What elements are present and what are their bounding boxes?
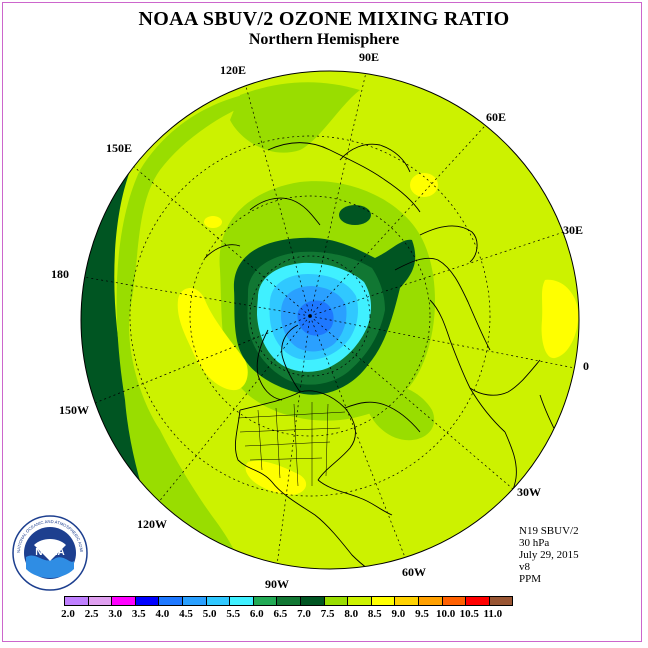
- colorbar-tick-label: 7.0: [297, 608, 311, 620]
- colorbar-tick-label: 10.0: [435, 608, 456, 620]
- lon-label-60w: 60W: [402, 565, 426, 579]
- lon-label-150e: 150E: [106, 141, 133, 155]
- colorbar-cell: [87, 596, 113, 606]
- contour-7-0-blob: [339, 205, 371, 225]
- colorbar-tick-label: 9.5: [415, 608, 429, 620]
- contour-7-5-atlantic: [365, 383, 435, 441]
- graticule: [81, 71, 579, 569]
- lon-label-180: 180: [51, 267, 69, 281]
- lon-label-30w: 30W: [517, 485, 541, 499]
- political-boundaries: [237, 402, 346, 487]
- logo-text: NOAA: [35, 547, 64, 558]
- colorbar-tick-label: 8.5: [367, 608, 382, 620]
- ozone-field: [81, 71, 579, 569]
- info-units: PPM: [519, 573, 542, 585]
- colorbar-ticks: 2.0 2.5 3.0 3.5 4.0 4.5 5.0 5.5 6.0 6.5 7.0 7.5 8.0 8…: [0, 608, 648, 622]
- contour-8-5-pacific-small: [204, 216, 222, 228]
- contour-8-5-europe: [541, 279, 579, 359]
- map-subtitle: Northern Hemisphere: [248, 31, 400, 48]
- colorbar-tick-label: 8.0: [344, 608, 359, 620]
- colorbar-tick-label: 7.5: [320, 608, 335, 620]
- lon-label-90e: 90E: [359, 50, 380, 64]
- colorbar-cell: [417, 596, 443, 606]
- info-date: July 29, 2015: [519, 549, 579, 561]
- contour-8-5-siberia: [410, 173, 438, 197]
- colorbar-cell: [205, 596, 231, 606]
- contour-8-5-pacific: [177, 287, 248, 391]
- info-instrument: N19 SBUV/2: [519, 525, 579, 537]
- colorbar-cell: [64, 596, 89, 606]
- map-title: NOAA SBUV/2 OZONE MIXING RATIO: [138, 8, 510, 30]
- colorbar-tick-label: 2.5: [84, 608, 99, 620]
- colorbar-tick-label: 6.5: [273, 608, 288, 620]
- lon-label-120w: 120W: [137, 517, 167, 531]
- contour-7-5-top: [230, 82, 360, 153]
- colorbar-tick-label: 2.0: [61, 608, 75, 620]
- colorbar-cell: [347, 596, 372, 606]
- colorbar-tick-label: 5.5: [226, 608, 241, 620]
- colorbar-cell: [488, 596, 514, 606]
- lon-label-0: 0: [583, 359, 589, 373]
- colorbar-cell: [276, 596, 301, 606]
- info-level: 30 hPa: [519, 537, 550, 549]
- colorbar: [64, 596, 514, 606]
- map-boundary: [80, 70, 580, 570]
- lon-label-150w: 150W: [59, 403, 89, 417]
- colorbar-cell: [441, 596, 467, 606]
- colorbar-tick-label: 6.0: [249, 608, 264, 620]
- lon-label-30e: 30E: [563, 223, 584, 237]
- colorbar-cell: [394, 596, 419, 606]
- colorbar-tick-label: 10.5: [459, 608, 479, 620]
- colorbar-cell: [465, 596, 490, 606]
- colorbar-cell: [181, 596, 207, 606]
- colorbar-tick-label: 11.0: [483, 608, 503, 620]
- colorbar-cell: [158, 596, 183, 606]
- noaa-logo: NOAA NATIONAL OCEANIC AND ATMOSPHERIC AD…: [12, 515, 88, 591]
- colorbar-tick-label: 3.0: [108, 608, 123, 620]
- colorbar-cell: [370, 596, 396, 606]
- colorbar-tick-label: 4.5: [179, 608, 193, 620]
- coastlines: [204, 142, 579, 569]
- lon-label-120e: 120E: [220, 63, 247, 77]
- colorbar-cell: [299, 596, 325, 606]
- colorbar-cell: [134, 596, 160, 606]
- colorbar-tick-label: 5.0: [202, 608, 217, 620]
- colorbar-tick-label: 9.0: [391, 608, 406, 620]
- colorbar-tick-label: 4.0: [155, 608, 170, 620]
- figure-frame: [2, 2, 642, 642]
- info-block: N19 SBUV/2 30 hPa July 29, 2015 v8 PPM: [519, 525, 579, 585]
- colorbar-tick-label: 3.5: [131, 608, 146, 620]
- colorbar-cell: [252, 596, 278, 606]
- colorbar-cell: [111, 596, 136, 606]
- contour-4-5: [297, 300, 334, 336]
- info-version: v8: [519, 561, 530, 573]
- lon-label-60e: 60E: [486, 110, 507, 124]
- contour-8-5-mexico: [245, 460, 307, 495]
- lon-label-90w: 90W: [265, 577, 289, 591]
- colorbar-cell: [323, 596, 349, 606]
- colorbar-cell: [229, 596, 254, 606]
- contour-7-5-outer: [116, 89, 300, 569]
